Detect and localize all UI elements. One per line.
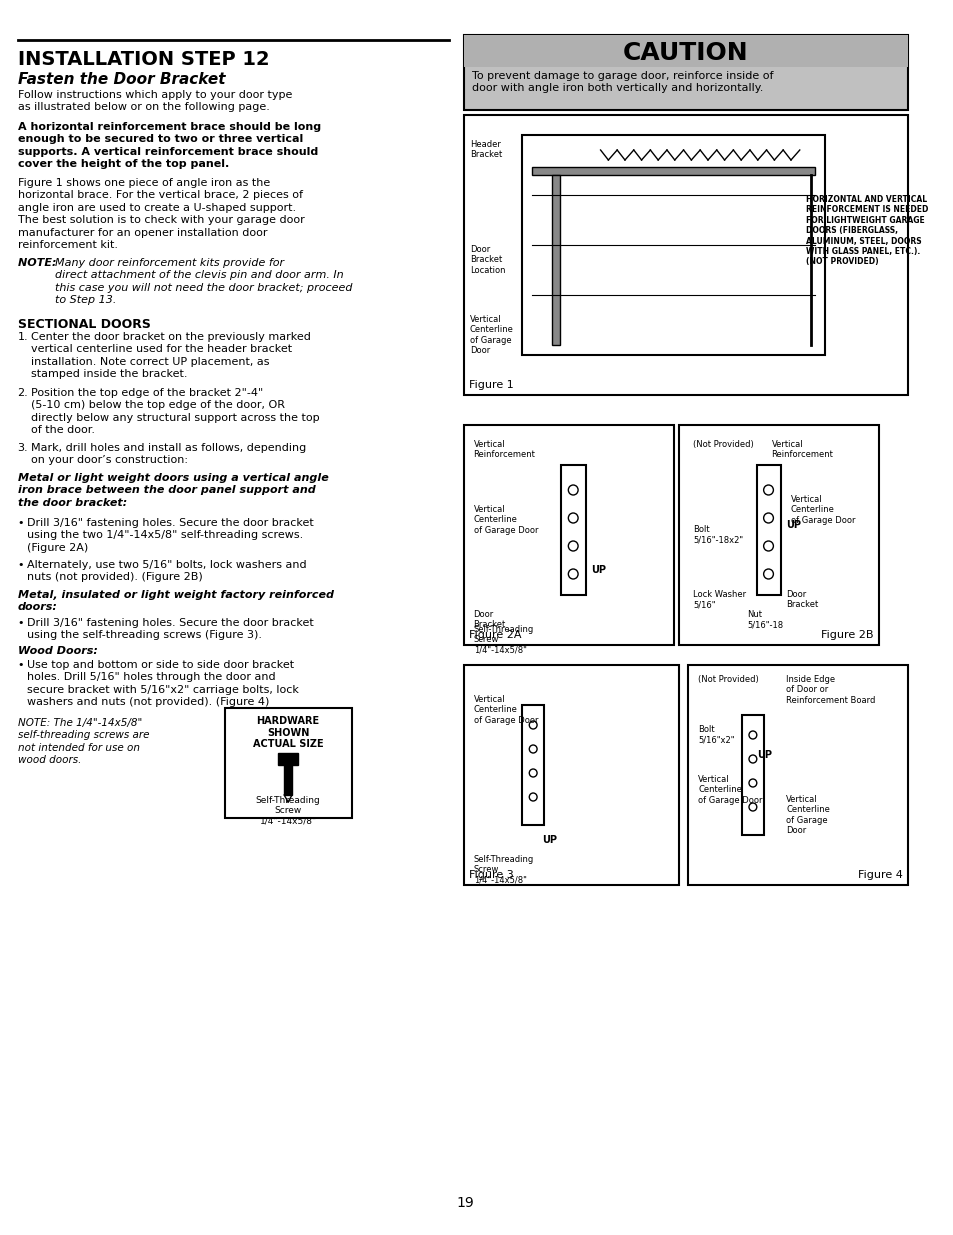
- Text: Vertical
Centerline
of Garage
Door: Vertical Centerline of Garage Door: [469, 315, 513, 356]
- Text: Self-Threading
Screw
1/4"-14x5/8": Self-Threading Screw 1/4"-14x5/8": [473, 855, 534, 884]
- Text: Figure 3: Figure 3: [468, 869, 513, 881]
- Text: Vertical
Centerline
of Garage Door: Vertical Centerline of Garage Door: [790, 495, 855, 525]
- Bar: [561, 466, 585, 595]
- Text: Drill 3/16" fastening holes. Secure the door bracket
using the two 1/4"-14x5/8" : Drill 3/16" fastening holes. Secure the …: [28, 517, 314, 553]
- Text: Figure 1 shows one piece of angle iron as the
horizontal brace. For the vertical: Figure 1 shows one piece of angle iron a…: [17, 178, 304, 249]
- Text: Figure 2B: Figure 2B: [821, 630, 873, 640]
- Bar: [284, 764, 292, 795]
- Bar: [532, 167, 815, 175]
- Text: Wood Doors:: Wood Doors:: [17, 646, 97, 656]
- Text: Self-Threading
Screw
1/4"-14x5/8": Self-Threading Screw 1/4"-14x5/8": [255, 797, 320, 826]
- Bar: [741, 715, 762, 835]
- Text: Metal or light weight doors using a vertical angle
iron brace between the door p: Metal or light weight doors using a vert…: [17, 473, 328, 508]
- Text: UP: UP: [785, 520, 801, 530]
- Bar: [551, 175, 559, 345]
- Text: Vertical
Centerline
of Garage Door: Vertical Centerline of Garage Door: [473, 505, 537, 535]
- Text: Mark, drill holes and install as follows, depending
on your door’s construction:: Mark, drill holes and install as follows…: [31, 443, 306, 466]
- Text: Figure 2A: Figure 2A: [468, 630, 520, 640]
- Text: Vertical
Centerline
of Garage Door: Vertical Centerline of Garage Door: [698, 776, 761, 805]
- Text: Vertical
Reinforcement: Vertical Reinforcement: [473, 440, 535, 459]
- Bar: [463, 664, 678, 885]
- Text: Vertical
Centerline
of Garage Door: Vertical Centerline of Garage Door: [473, 695, 537, 725]
- Bar: [522, 135, 824, 354]
- Text: UP: UP: [541, 835, 557, 845]
- Text: 1.: 1.: [17, 332, 29, 342]
- Bar: [688, 664, 907, 885]
- Text: Drill 3/16" fastening holes. Secure the door bracket
using the self-threading sc: Drill 3/16" fastening holes. Secure the …: [28, 618, 314, 641]
- Text: Position the top edge of the bracket 2"-4"
(5-10 cm) below the top edge of the d: Position the top edge of the bracket 2"-…: [31, 388, 319, 435]
- Text: A horizontal reinforcement brace should be long
enough to be secured to two or t: A horizontal reinforcement brace should …: [17, 122, 320, 169]
- Text: Nut
5/16"-18: Nut 5/16"-18: [746, 610, 782, 630]
- Text: •: •: [17, 659, 24, 671]
- Bar: [224, 708, 351, 818]
- Text: Door
Bracket: Door Bracket: [473, 610, 505, 630]
- Text: NOTE: The 1/4"-14x5/8"
self-threading screws are
not intended for use on
wood do: NOTE: The 1/4"-14x5/8" self-threading sc…: [17, 718, 149, 766]
- Text: Bolt
5/16"x2": Bolt 5/16"x2": [698, 725, 734, 745]
- Text: •: •: [17, 517, 24, 529]
- Text: Many door reinforcement kits provide for
direct attachment of the clevis pin and: Many door reinforcement kits provide for…: [54, 258, 352, 305]
- Text: 3.: 3.: [17, 443, 29, 453]
- Text: UP: UP: [590, 564, 605, 576]
- Text: 19: 19: [456, 1195, 475, 1210]
- Bar: [678, 425, 878, 645]
- Text: 2.: 2.: [17, 388, 29, 398]
- Bar: [522, 705, 543, 825]
- Text: HARDWARE
SHOWN
ACTUAL SIZE: HARDWARE SHOWN ACTUAL SIZE: [253, 716, 323, 750]
- Bar: [463, 425, 673, 645]
- Text: NOTE:: NOTE:: [17, 258, 60, 268]
- Text: Use top and bottom or side to side door bracket
holes. Drill 5/16" holes through: Use top and bottom or side to side door …: [28, 659, 299, 708]
- Text: Inside Edge
of Door or
Reinforcement Board: Inside Edge of Door or Reinforcement Boa…: [785, 676, 875, 705]
- Text: (Not Provided): (Not Provided): [698, 676, 759, 684]
- Text: Fasten the Door Bracket: Fasten the Door Bracket: [17, 72, 225, 86]
- Text: Header
Bracket: Header Bracket: [469, 140, 501, 159]
- Text: Vertical
Centerline
of Garage
Door: Vertical Centerline of Garage Door: [785, 795, 829, 835]
- Text: •: •: [17, 559, 24, 571]
- Text: •: •: [17, 618, 24, 629]
- Text: Lock Washer
5/16": Lock Washer 5/16": [693, 590, 745, 609]
- Bar: [463, 115, 907, 395]
- Bar: [463, 35, 907, 110]
- Text: (Not Provided): (Not Provided): [693, 440, 753, 450]
- Text: Figure 1: Figure 1: [468, 380, 513, 390]
- Text: Alternately, use two 5/16" bolts, lock washers and
nuts (not provided). (Figure : Alternately, use two 5/16" bolts, lock w…: [28, 559, 307, 583]
- Bar: [463, 35, 907, 67]
- Text: Vertical
Reinforcement: Vertical Reinforcement: [771, 440, 833, 459]
- Text: To prevent damage to garage door, reinforce inside of
door with angle iron both : To prevent damage to garage door, reinfo…: [471, 70, 772, 94]
- Text: Follow instructions which apply to your door type
as illustrated below or on the: Follow instructions which apply to your …: [17, 90, 292, 112]
- Text: HORIZONTAL AND VERTICAL
REINFORCEMENT IS NEEDED
FOR LIGHTWEIGHT GARAGE
DOORS (FI: HORIZONTAL AND VERTICAL REINFORCEMENT IS…: [804, 195, 927, 267]
- Text: INSTALLATION STEP 12: INSTALLATION STEP 12: [17, 49, 269, 69]
- Text: Self-Threading
Screw
1/4"-14x5/8": Self-Threading Screw 1/4"-14x5/8": [473, 625, 534, 655]
- Text: Metal, insulated or light weight factory reinforced
doors:: Metal, insulated or light weight factory…: [17, 590, 334, 613]
- Text: Door
Bracket
Location: Door Bracket Location: [469, 245, 505, 275]
- Text: UP: UP: [756, 750, 771, 760]
- Text: SECTIONAL DOORS: SECTIONAL DOORS: [17, 317, 151, 331]
- Text: Door
Bracket: Door Bracket: [785, 590, 818, 609]
- Text: Bolt
5/16"-18x2": Bolt 5/16"-18x2": [693, 525, 742, 545]
- Text: Figure 4: Figure 4: [858, 869, 902, 881]
- Text: CAUTION: CAUTION: [622, 41, 748, 65]
- Bar: [278, 753, 297, 764]
- Bar: [756, 466, 781, 595]
- Text: Center the door bracket on the previously marked
vertical centerline used for th: Center the door bracket on the previousl…: [31, 332, 311, 379]
